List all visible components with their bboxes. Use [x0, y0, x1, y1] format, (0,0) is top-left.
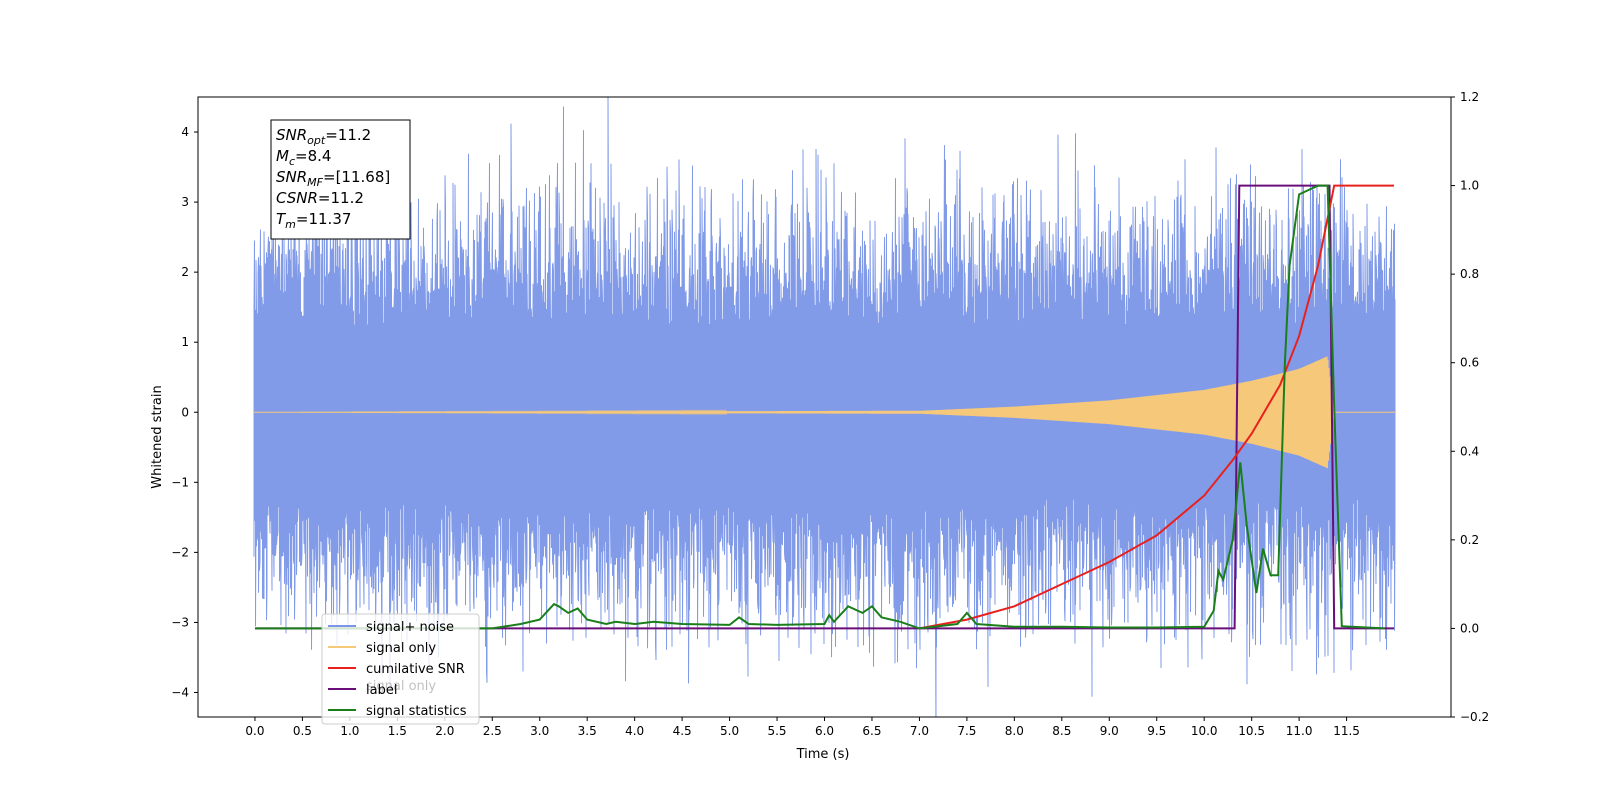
x-tick-label: 5.5 [767, 724, 786, 738]
y2-tick-label: 0.6 [1460, 356, 1479, 370]
legend-label: signal only [366, 641, 436, 656]
x-tick-label: 10.0 [1191, 724, 1218, 738]
y-tick-label: −1 [171, 475, 189, 489]
y-tick-label: 3 [181, 195, 189, 209]
x-tick-label: 1.5 [388, 724, 407, 738]
x-tick-label: 2.5 [483, 724, 502, 738]
x-tick-label: 3.0 [530, 724, 549, 738]
y2-tick-label: −0.2 [1460, 710, 1489, 724]
x-tick-label: 11.0 [1286, 724, 1313, 738]
x-tick-label: 5.0 [720, 724, 739, 738]
y-tick-label: 4 [181, 125, 189, 139]
legend-frame [321, 613, 480, 725]
y-tick-label: 1 [181, 335, 189, 349]
y-tick-label: 2 [181, 265, 189, 279]
x-tick-label: 2.0 [435, 724, 454, 738]
annotation-line: SNRopt=11.2 [276, 126, 371, 147]
y2-axis: −0.2 0.0 0.2 0.4 0.6 0.8 1.0 1.2 [1451, 90, 1489, 724]
annotation-line: Tm=11.37 [276, 210, 351, 231]
x-tick-label: 4.5 [673, 724, 692, 738]
x-tick-label: 0.0 [245, 724, 264, 738]
y-tick-label: −3 [171, 615, 189, 629]
x-tick-label: 9.5 [1147, 724, 1166, 738]
y-axis: −4 −3 −2 −1 0 1 2 3 4 [171, 125, 198, 699]
x-tick-label: 9.0 [1100, 724, 1119, 738]
y-tick-label: −2 [171, 545, 189, 559]
y2-tick-label: 0.0 [1460, 621, 1479, 635]
x-tick-label: 11.5 [1333, 724, 1360, 738]
legend-label: label [366, 683, 397, 698]
annotation-line: Mc=8.4 [276, 147, 331, 168]
x-tick-label: 3.5 [578, 724, 597, 738]
y2-tick-label: 0.8 [1460, 267, 1479, 281]
legend-label: cumilative SNR [366, 662, 465, 677]
series-signal-statistics [255, 184, 1385, 630]
x-tick-label: 7.5 [957, 724, 976, 738]
x-tick-label: 6.5 [862, 724, 881, 738]
x-tick-label: 4.0 [625, 724, 644, 738]
x-tick-label: 1.0 [340, 724, 359, 738]
x-tick-label: 8.5 [1052, 724, 1071, 738]
y2-tick-label: 0.2 [1460, 533, 1479, 547]
annotation-line: CSNR=11.2 [276, 189, 364, 207]
y2-tick-label: 1.2 [1460, 90, 1479, 104]
y-tick-label: 0 [181, 405, 189, 419]
y2-tick-label: 1.0 [1460, 179, 1479, 193]
x-tick-label: 10.5 [1238, 724, 1265, 738]
legend: signal only signal+ noise signal only cumil… [321, 613, 480, 725]
y-tick-label: −4 [171, 685, 189, 699]
legend-label: signal+ noise [366, 620, 454, 635]
series-label [255, 184, 1394, 630]
y-axis-label: Whitened strain [150, 385, 165, 488]
plot-area [253, 97, 1396, 717]
annotation-line: SNRMF=[11.68] [276, 168, 390, 189]
x-tick-label: 8.0 [1005, 724, 1024, 738]
x-axis: 0.0 0.5 1.0 1.5 2.0 2.5 3.0 3.5 4.0 4.5 5.0 5.5 6.0 6… [245, 717, 1360, 738]
series-signal-only [254, 356, 1395, 469]
series-signal-noise [253, 97, 1396, 717]
legend-ghost-label: signal only [366, 679, 436, 694]
y2-tick-label: 0.4 [1460, 444, 1479, 458]
legend-label: signal statistics [366, 704, 467, 719]
x-tick-label: 0.5 [293, 724, 312, 738]
x-tick-label: 7.0 [910, 724, 929, 738]
annotation-frame [270, 119, 411, 240]
x-axis-label: Time (s) [796, 747, 850, 762]
x-tick-label: 6.0 [815, 724, 834, 738]
